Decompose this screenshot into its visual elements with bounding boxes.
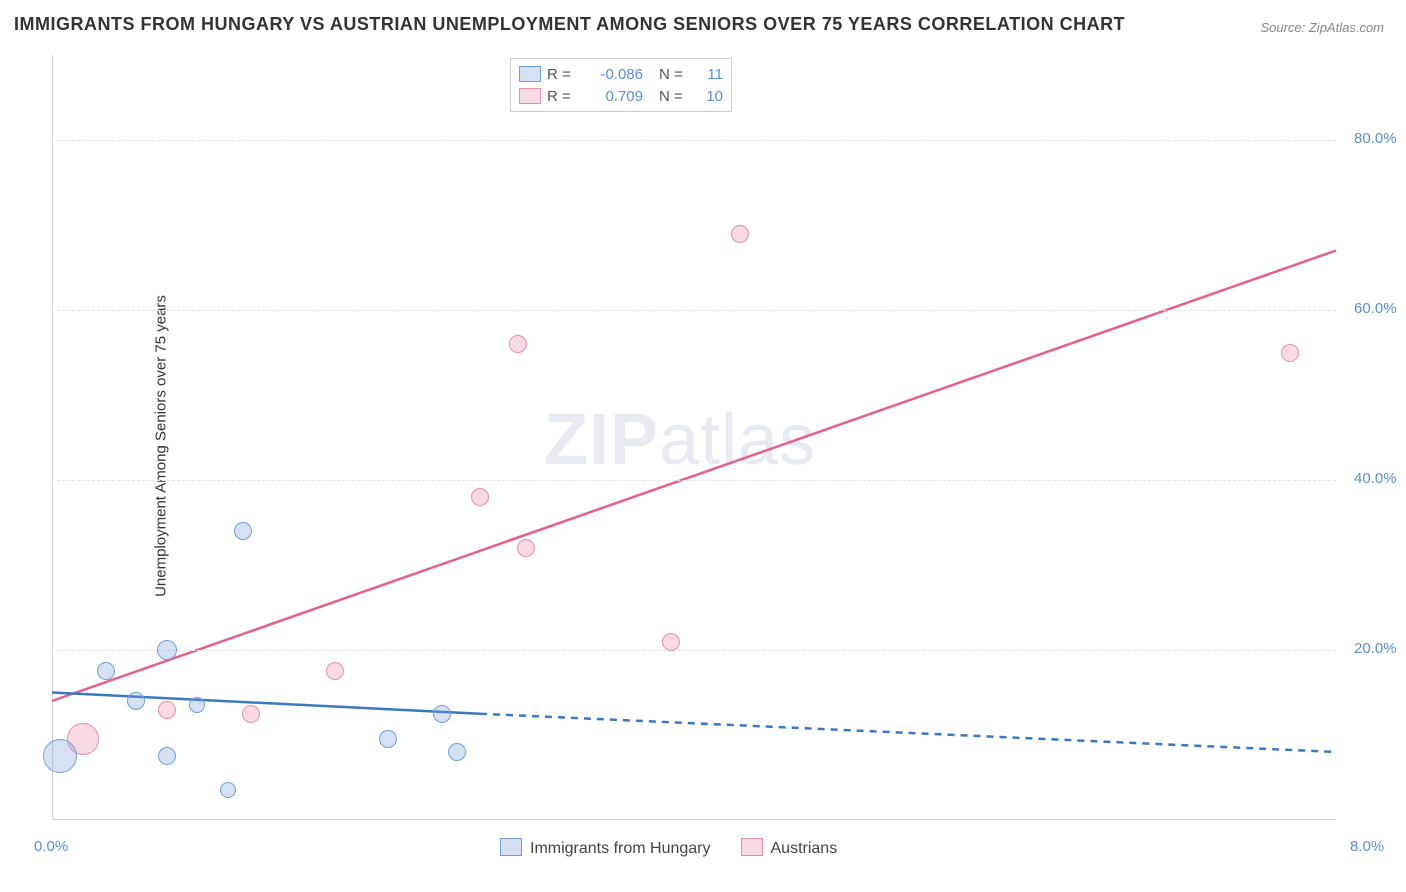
gridline (52, 140, 1336, 141)
plot-area: ZIPatlas (52, 55, 1336, 820)
hungary-point (234, 522, 252, 540)
legend-swatch (741, 838, 763, 856)
austria-point (158, 701, 176, 719)
hungary-point (157, 640, 177, 660)
austria-point (1281, 344, 1299, 362)
x-tick-label: 0.0% (34, 838, 68, 855)
x-tick-label: 8.0% (1350, 838, 1384, 855)
legend-swatch (500, 838, 522, 856)
legend-row: R = 0.709 N = 10 (519, 85, 723, 107)
trend-lines (52, 55, 1336, 820)
gridline (52, 480, 1336, 481)
legend-r-label: R = (547, 66, 577, 83)
austria-point (517, 539, 535, 557)
y-tick-label: 80.0% (1354, 130, 1397, 147)
hungary-point (433, 705, 451, 723)
legend-r-value: 0.709 (583, 88, 643, 105)
legend-swatch (519, 88, 541, 104)
legend-n-label: N = (659, 88, 689, 105)
austria-point (326, 662, 344, 680)
trend-line (480, 714, 1336, 752)
hungary-point (158, 747, 176, 765)
trend-line (52, 693, 480, 714)
legend-n-value: 10 (695, 88, 723, 105)
legend-row: R = -0.086 N = 11 (519, 63, 723, 85)
gridline (52, 650, 1336, 651)
source-label: Source: ZipAtlas.com (1260, 20, 1384, 35)
legend-swatch (519, 66, 541, 82)
gridline (52, 310, 1336, 311)
austria-point (509, 335, 527, 353)
hungary-point (127, 692, 145, 710)
legend-item: Austrians (741, 838, 838, 858)
chart-title: IMMIGRANTS FROM HUNGARY VS AUSTRIAN UNEM… (14, 14, 1125, 35)
legend-n-value: 11 (695, 66, 723, 83)
legend-n-label: N = (659, 66, 689, 83)
y-tick-label: 20.0% (1354, 640, 1397, 657)
legend-item: Immigrants from Hungary (500, 838, 711, 858)
legend-r-label: R = (547, 88, 577, 105)
austria-point (731, 225, 749, 243)
austria-point (471, 488, 489, 506)
hungary-point (220, 782, 236, 798)
hungary-point (379, 730, 397, 748)
legend-r-value: -0.086 (583, 66, 643, 83)
correlation-legend: R = -0.086 N = 11 R = 0.709 N = 10 (510, 58, 732, 112)
legend-label: Immigrants from Hungary (530, 840, 711, 857)
hungary-point (43, 739, 77, 773)
chart-container: { "title": "IMMIGRANTS FROM HUNGARY VS A… (0, 0, 1406, 892)
trend-line (52, 251, 1336, 702)
hungary-point (448, 743, 466, 761)
series-legend: Immigrants from Hungary Austrians (500, 838, 837, 858)
hungary-point (97, 662, 115, 680)
legend-label: Austrians (771, 840, 838, 857)
y-tick-label: 40.0% (1354, 470, 1397, 487)
y-tick-label: 60.0% (1354, 300, 1397, 317)
austria-point (662, 633, 680, 651)
austria-point (242, 705, 260, 723)
hungary-point (189, 697, 205, 713)
